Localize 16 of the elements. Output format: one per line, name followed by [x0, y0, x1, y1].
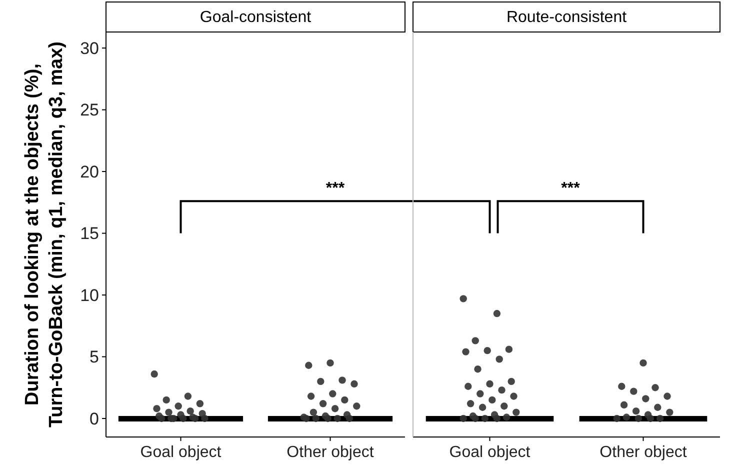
x-tick-label: Other object	[286, 444, 374, 461]
y-tick-label: 5	[90, 348, 99, 367]
y-tick-label: 20	[80, 162, 99, 182]
y-axis-title: Duration of looking at the objects (%), Turn-to-GoBack (min, q1, median, q3, max)	[22, 41, 67, 428]
y-tick-label: 0	[90, 409, 99, 428]
y-tick-label: 30	[80, 39, 99, 58]
chart-title: Goal-consistent	[200, 9, 312, 26]
y-tick-label: 25	[80, 100, 99, 120]
annotation: ***	[326, 180, 346, 198]
y-tick-label: 15	[80, 224, 99, 244]
annotation: ***	[561, 180, 581, 198]
chart-title: Route-consistent	[506, 9, 628, 26]
y-tick-label: 10	[80, 286, 99, 305]
x-tick-label: Goal object	[449, 444, 531, 461]
x-tick-label: Other object	[600, 444, 688, 461]
x-tick-label: Goal object	[140, 444, 222, 461]
